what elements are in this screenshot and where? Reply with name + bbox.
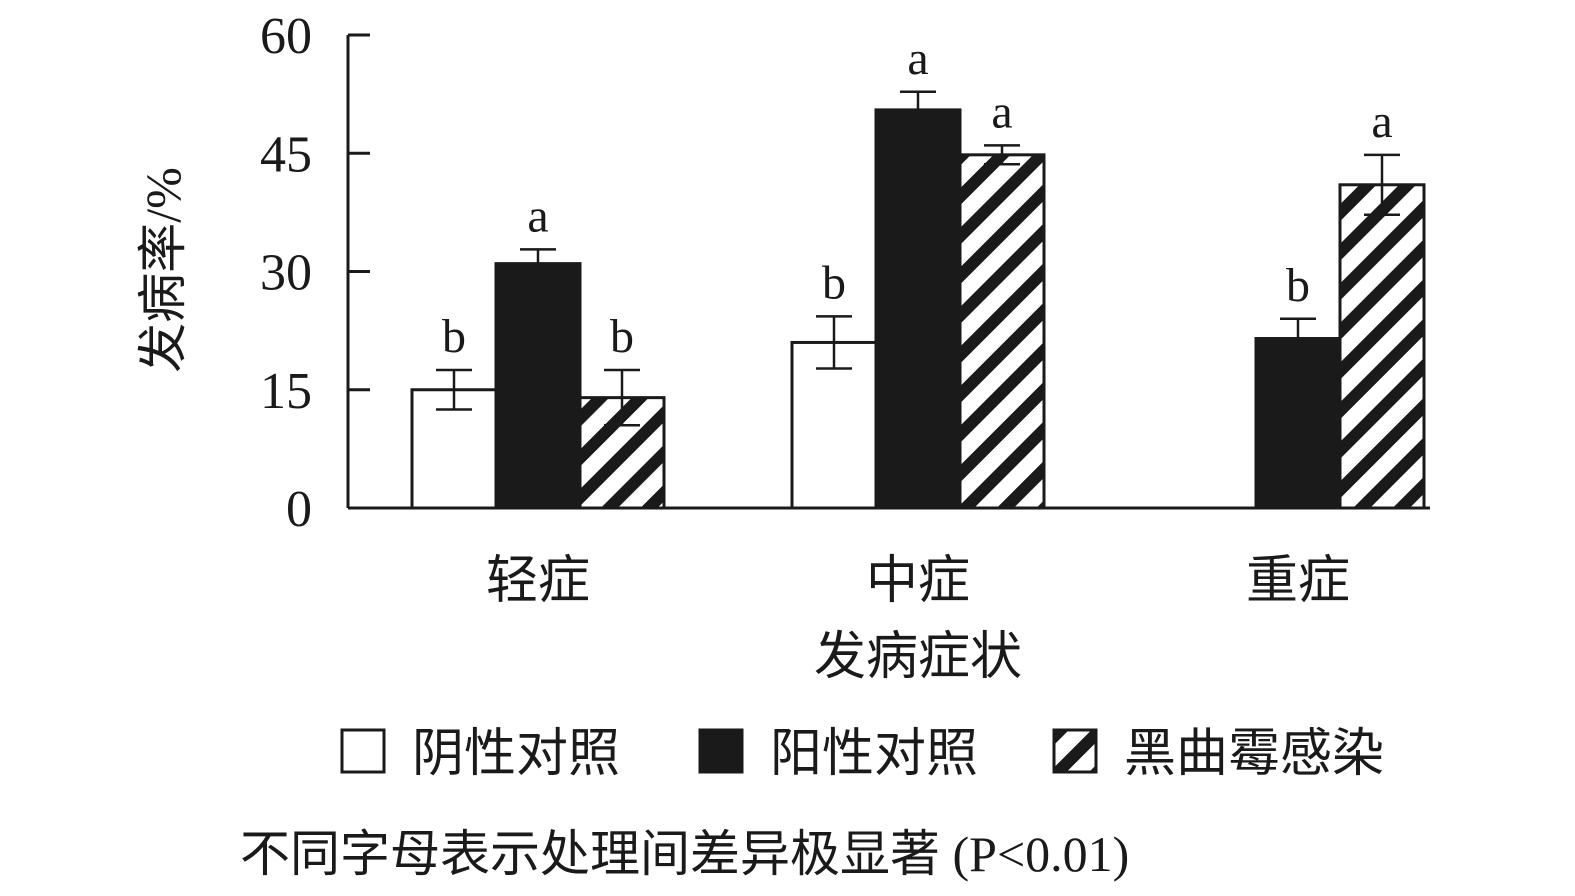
x-category-label: 轻症 xyxy=(486,553,590,610)
significance-letter: b xyxy=(610,310,634,363)
y-axis-label: 发病率/% xyxy=(135,167,191,373)
legend-label: 黑曲霉感染 xyxy=(1124,726,1384,783)
significance-letter: a xyxy=(907,32,928,85)
legend: 阴性对照 阳性对照 黑曲霉感染 xyxy=(340,726,1384,783)
x-category-label: 中症 xyxy=(866,553,970,610)
bar xyxy=(494,262,582,510)
bar xyxy=(958,153,1046,510)
significance-note: 不同字母表示处理间差异极显著 (P<0.01) xyxy=(240,826,1129,882)
x-category-label: 重症 xyxy=(1246,553,1350,610)
y-tick-label: 30 xyxy=(260,245,312,302)
significance-letter: b xyxy=(822,256,846,309)
legend-label: 阴性对照 xyxy=(412,726,620,783)
significance-letter: a xyxy=(991,85,1012,138)
y-tick-label: 0 xyxy=(286,481,312,538)
y-tick-label: 45 xyxy=(260,126,312,183)
significance-letter: b xyxy=(1286,259,1310,312)
legend-label: 阳性对照 xyxy=(770,726,978,783)
y-tick-label: 60 xyxy=(260,8,312,65)
bar xyxy=(790,340,878,510)
bar xyxy=(1338,183,1426,510)
significance-letter: a xyxy=(1371,95,1392,148)
axes: 0 15 30 45 60 轻症 中症 重症 xyxy=(260,8,1430,610)
bar xyxy=(1254,337,1342,510)
x-axis-label: 发病症状 xyxy=(814,629,1022,686)
y-tick-label: 15 xyxy=(260,363,312,420)
legend-swatch xyxy=(1052,728,1098,774)
legend-swatch xyxy=(340,728,386,774)
legend-swatch xyxy=(698,728,744,774)
significance-letter: a xyxy=(527,189,548,242)
bar xyxy=(874,108,962,510)
significance-letter: b xyxy=(442,310,466,363)
bars: b b a a b b a a xyxy=(410,32,1426,510)
